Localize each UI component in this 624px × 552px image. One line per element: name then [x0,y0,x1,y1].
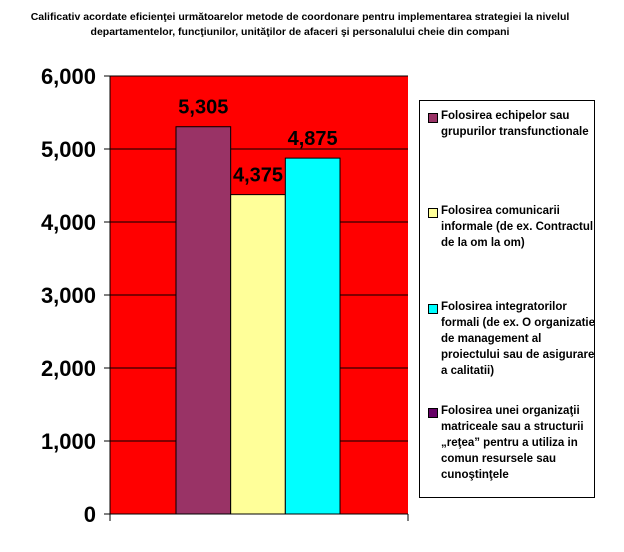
legend-swatch [428,208,438,218]
legend-swatch [428,113,438,123]
axes [104,75,409,521]
data-label: 4,875 [288,128,338,150]
data-label: 5,305 [178,97,228,119]
legend-label: Folosirea comunicarii informale (de ex. … [441,205,594,249]
legend-label: Folosirea unei organizaţii matriceale sa… [441,405,584,481]
y-tick-label: 2,000 [41,356,96,381]
bars [175,126,341,515]
y-tick-label: 0 [84,502,96,527]
bar [230,194,286,515]
y-tick-label: 4,000 [41,210,96,235]
legend-label: Folosirea echipelor sau grupurilor trans… [441,110,589,138]
y-tick-label: 1,000 [41,429,96,454]
data-label: 4,375 [233,165,283,187]
bar [175,126,232,515]
legend-label: Folosirea integratorilor formali (de ex.… [441,301,596,377]
chart-title: Calificativ acordate eficienţei următoar… [30,11,570,38]
legend-swatch [428,408,438,418]
y-tick-label: 6,000 [41,64,96,89]
bar [284,157,341,515]
y-axis-ticks: 0 1,000 2,000 3,000 4,000 5,000 6,000 [41,64,96,527]
legend: Folosirea echipelor sau grupurilor trans… [419,100,595,498]
legend-swatch [428,304,438,314]
y-tick-label: 5,000 [41,137,96,162]
y-tick-label: 3,000 [41,283,96,308]
